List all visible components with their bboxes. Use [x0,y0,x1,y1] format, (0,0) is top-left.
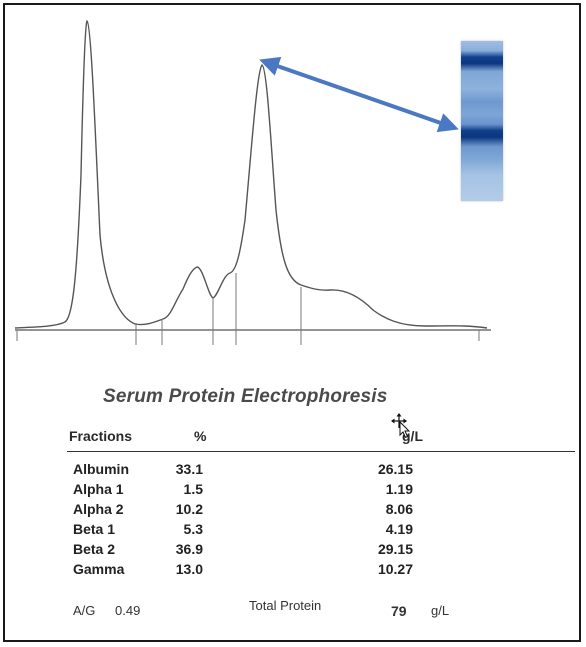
figure-frame: Serum Protein Electrophoresis Fractions … [3,3,581,642]
row-gl: 10.27 [377,561,413,577]
header-rule [67,451,575,452]
percent-column-header: % [194,428,207,444]
total-protein-unit: g/L [431,603,450,618]
row-label: Alpha 1 [73,481,124,497]
total-protein-label: Total Protein [249,598,322,613]
row-label: Beta 2 [73,541,116,557]
row-label: Beta 1 [73,521,116,537]
row-percent: 36.9 [175,541,203,557]
row-label: Alpha 2 [73,501,124,517]
ag-ratio-value: 0.49 [115,603,141,618]
densitometry-trace [14,20,488,329]
row-percent: 1.5 [183,481,203,497]
row-percent: 33.1 [175,461,203,477]
ag-ratio-label: A/G [73,603,96,618]
row-label: Albumin [73,461,129,477]
total-protein-value: 79 [391,603,407,619]
move-cursor-icon [391,413,411,439]
row-percent: 10.2 [175,501,203,517]
row-label: Gamma [73,561,125,577]
gel-strip-image [461,41,503,201]
row-gl: 1.19 [385,481,413,497]
row-gl: 29.15 [377,541,413,557]
fractions-column-header: Fractions [69,428,133,444]
figure-title: Serum Protein Electrophoresis [103,386,388,407]
row-gl: 4.19 [385,521,413,537]
row-gl: 26.15 [377,461,413,477]
row-gl: 8.06 [385,501,413,517]
gl-column-header: g/L [402,428,423,444]
annotation-arrow [259,56,459,133]
densitometry-plot [14,20,491,345]
row-percent: 13.0 [175,561,203,577]
row-percent: 5.3 [183,521,203,537]
